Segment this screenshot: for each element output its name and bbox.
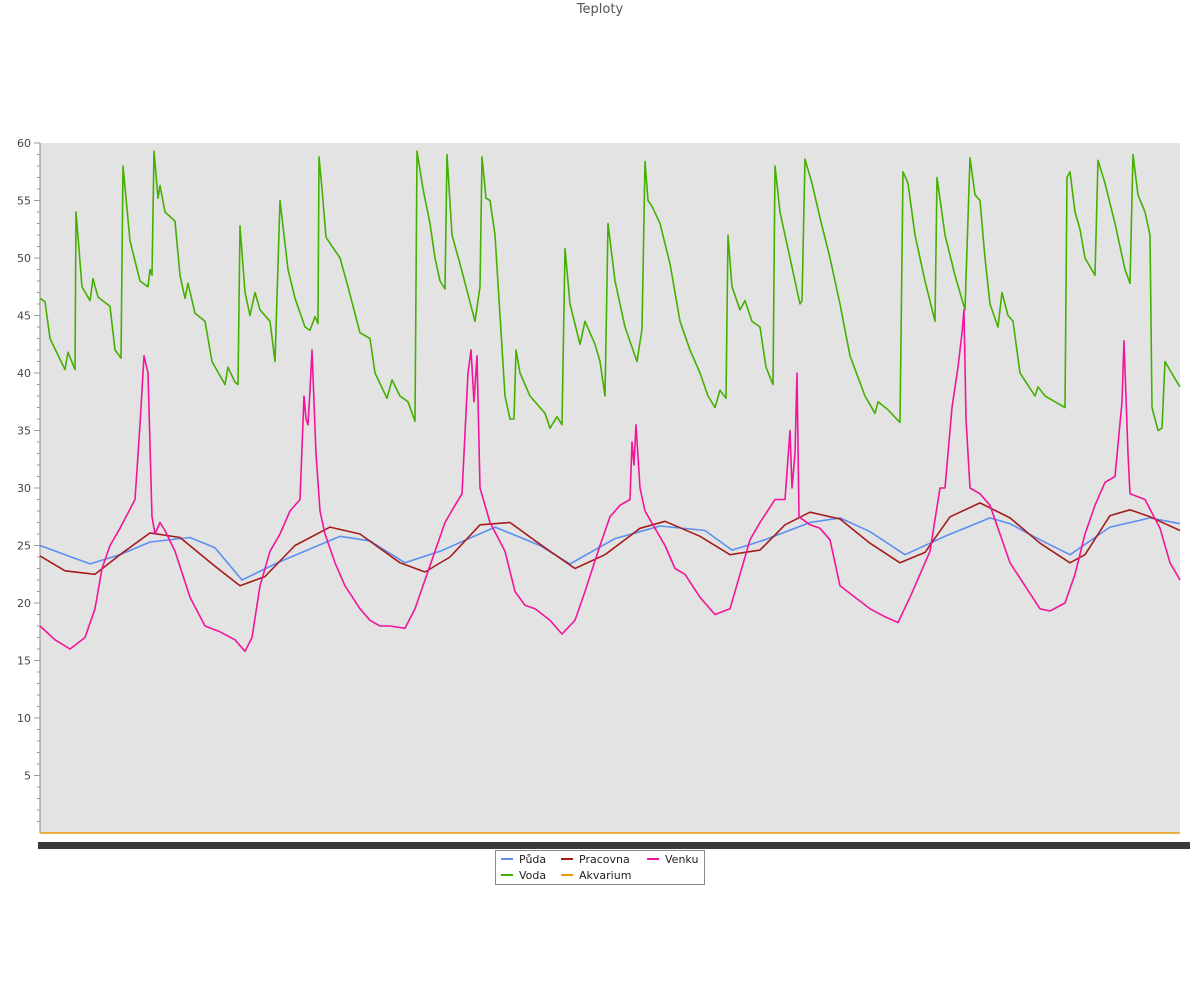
legend-swatch-voda [501,874,513,876]
x-axis-band [38,842,1190,849]
legend-label-akvarium: Akvarium [579,869,632,882]
legend-label-puda: Půda [519,853,547,866]
legend-swatch-akvarium [561,874,573,876]
y-tick-label: 40 [17,367,31,380]
legend-label-pracovna: Pracovna [579,853,630,866]
legend-item-venku: Venku [647,853,698,867]
y-tick-label: 25 [17,540,31,553]
series-layer [39,150,1181,834]
y-tick-label: 55 [17,195,31,208]
y-tick-label: 35 [17,425,31,438]
y-tick-label: 20 [17,597,31,610]
y-tick-label: 60 [17,137,31,150]
legend-label-venku: Venku [665,853,699,866]
series-line-pracovna [39,502,1181,587]
series-line-puda [39,517,1181,581]
plot-area [40,143,1180,833]
legend-swatch-puda [501,858,513,860]
legend-swatch-pracovna [561,858,573,860]
y-tick-label: 10 [17,712,31,725]
y-tick-label: 15 [17,655,31,668]
legend-item-puda: Půda [501,853,546,867]
legend-item-voda: Voda [501,869,546,883]
legend-item-akvarium: Akvarium [561,869,631,883]
y-tick-label: 50 [17,252,31,265]
y-tick-label: 45 [17,310,31,323]
legend-item-pracovna: Pracovna [561,853,630,867]
chart-title: Teploty [576,2,624,17]
legend-swatch-venku [647,858,659,860]
series-line-voda [39,150,1181,432]
legend-label-voda: Voda [519,869,547,882]
legend: Půda Pracovna Venku Voda Akvarium [495,850,705,885]
y-axis: 5 10 15 20 25 30 35 40 45 50 55 60 [17,137,41,833]
series-line-venku [39,308,1181,653]
y-tick-label: 5 [24,770,31,783]
y-tick-label: 30 [17,482,31,495]
